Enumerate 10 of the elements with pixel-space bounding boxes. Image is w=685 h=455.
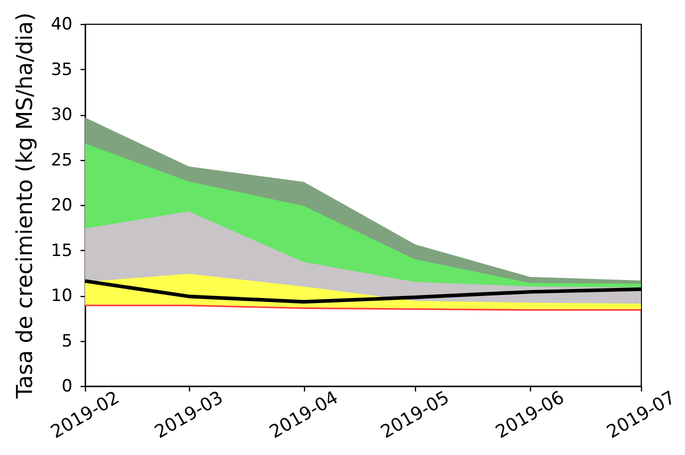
y-tick-label: 35 <box>50 60 72 80</box>
y-tick-label: 0 <box>62 376 72 396</box>
y-tick-label: 25 <box>50 150 72 170</box>
y-tick-label: 5 <box>62 331 72 352</box>
y-tick-label: 15 <box>50 240 72 261</box>
y-tick-label: 20 <box>50 196 72 216</box>
y-tick-label: 40 <box>50 14 72 34</box>
y-tick-label: 10 <box>50 286 72 306</box>
y-tick-label: 30 <box>50 105 72 125</box>
y-axis-title: Tasa de crecimiento (kg MS/ha/dia) <box>12 12 38 400</box>
